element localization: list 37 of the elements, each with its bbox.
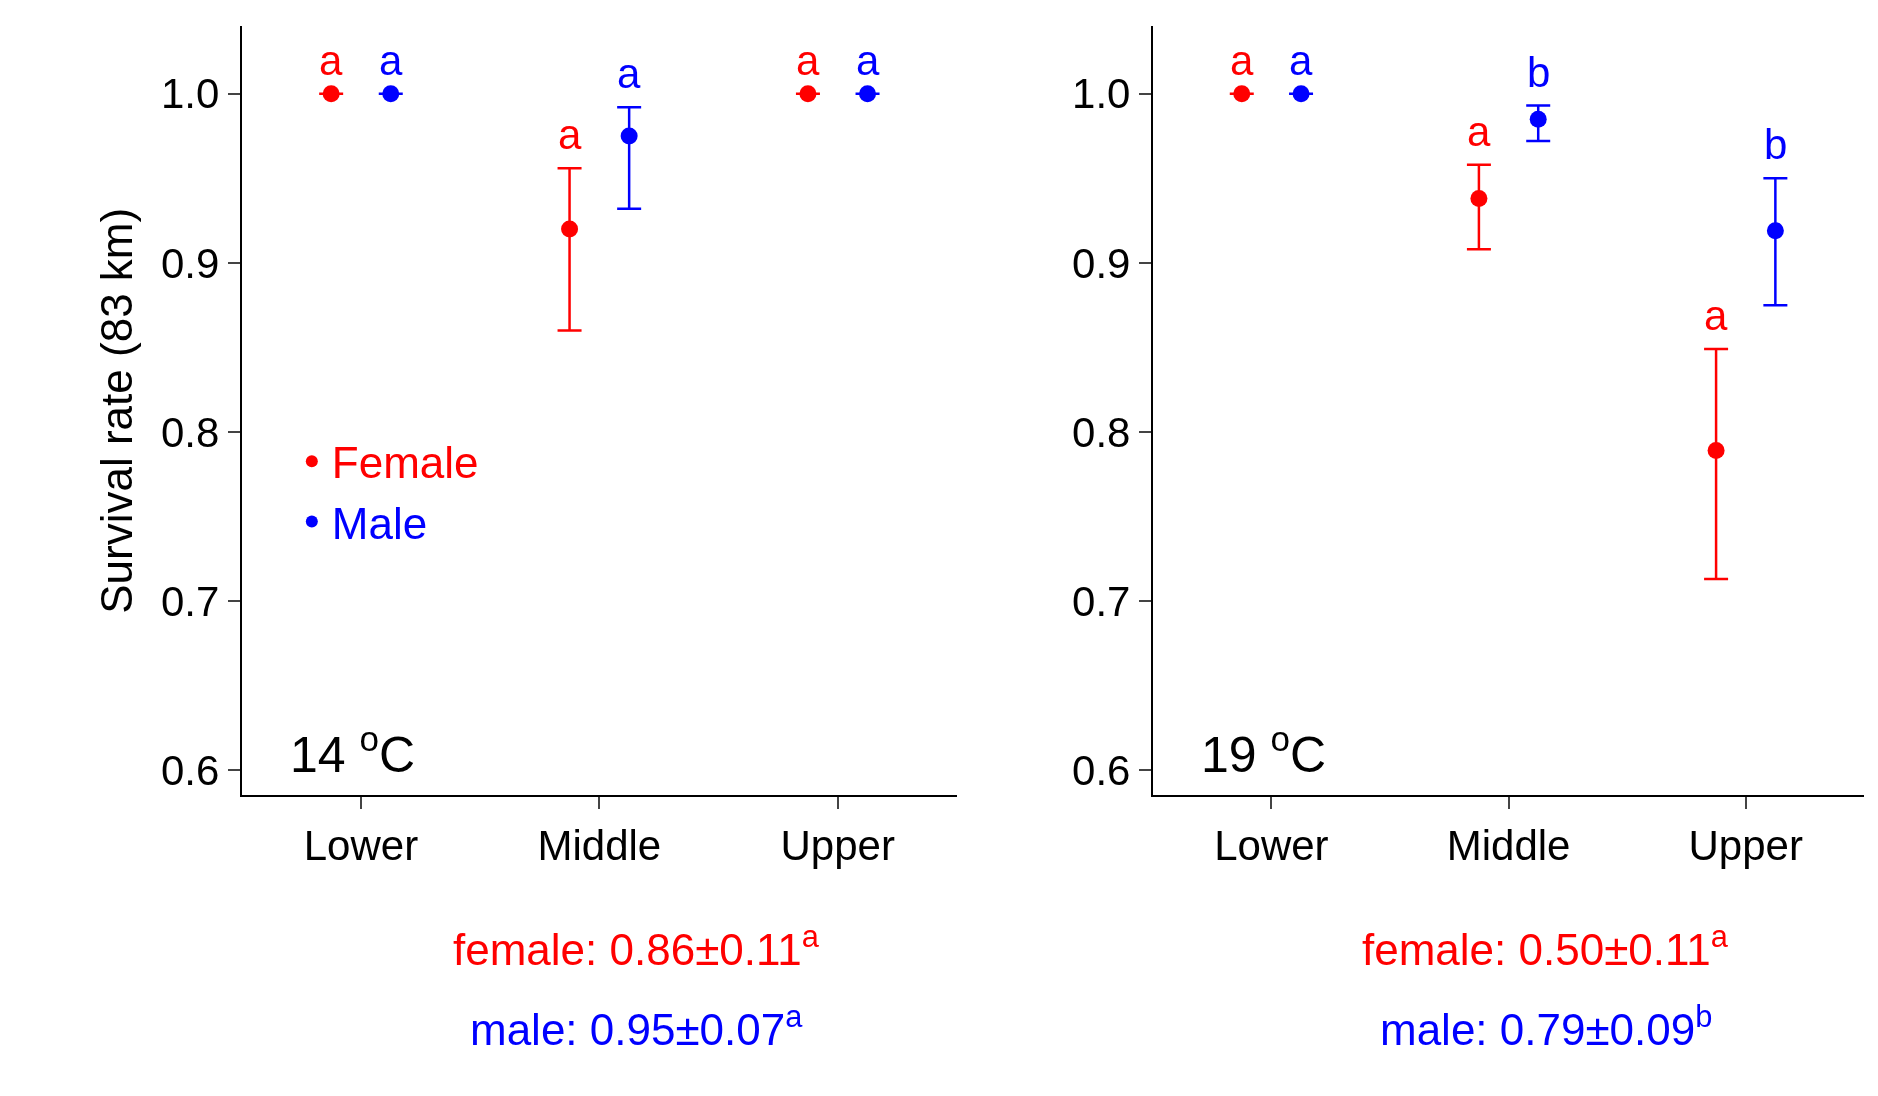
y-tick-label: 0.8	[160, 408, 220, 456]
legend-label: Female	[331, 438, 479, 488]
data-label: a	[617, 50, 641, 97]
data-label: a	[558, 111, 582, 158]
data-label: a	[379, 37, 403, 84]
y-tick-label: 0.7	[160, 577, 220, 625]
y-tick-label: 0.9	[1072, 239, 1131, 287]
y-tick-label: 0.7	[1072, 577, 1131, 625]
y-tick-label: 1.0	[1072, 70, 1131, 118]
y-tick-label: 0.9	[160, 239, 220, 287]
data-label: b	[1764, 121, 1788, 168]
y-axis-title: Survival rate (83 km)	[91, 207, 141, 614]
text: male: 0.95±0.07$^{a}$	[470, 999, 804, 1055]
y-tick-label: 1.0	[160, 70, 220, 118]
data-label: a	[796, 37, 820, 84]
data-label: a	[1704, 292, 1728, 339]
x-tick-label: Lower	[1214, 821, 1329, 869]
x-tick-label: Middle	[537, 821, 662, 869]
data-label: a	[856, 37, 880, 84]
text: 14 $^{o}$C	[290, 719, 416, 783]
text: male: 0.79±0.09$^{b}$	[1380, 999, 1713, 1055]
x-tick-label: Upper	[1688, 821, 1803, 869]
x-tick-label: Upper	[780, 821, 895, 869]
y-tick-label: 0.6	[1072, 746, 1131, 794]
data-label: a	[319, 37, 343, 84]
text: female: 0.86±0.11$^{a}$	[453, 919, 820, 975]
text: female: 0.50±0.11$^{a}$	[1362, 919, 1729, 975]
data-label: a	[1230, 37, 1254, 84]
x-tick-label: Middle	[1446, 821, 1571, 869]
data-label: b	[1527, 49, 1551, 96]
data-label: a	[1467, 108, 1491, 155]
y-tick-label: 0.8	[1072, 408, 1131, 456]
x-tick-label: Lower	[303, 821, 419, 869]
data-label: a	[1289, 37, 1313, 84]
legend-label: Male	[331, 498, 428, 548]
y-tick-label: 0.6	[160, 746, 220, 794]
text: 19 $^{o}$C	[1201, 719, 1327, 783]
